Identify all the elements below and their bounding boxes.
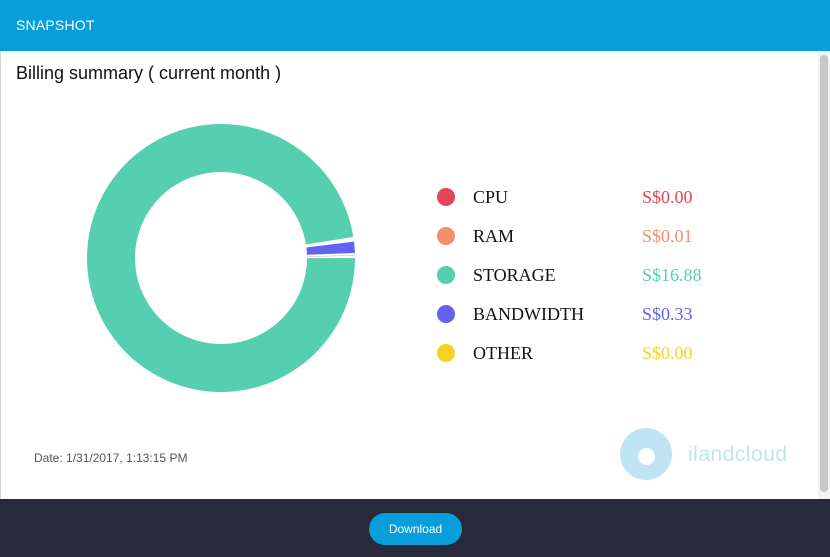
donut-slice-storage[interactable]	[86, 124, 355, 393]
scrollbar-thumb[interactable]	[820, 55, 828, 492]
legend-dot-other	[437, 344, 455, 362]
legend-dot-ram	[437, 227, 455, 245]
donut-slice-bandwidth[interactable]	[306, 241, 355, 255]
legend-item-cpu: CPU S$0.00	[0, 186, 693, 210]
legend-label-ram: RAM	[473, 226, 515, 246]
legend-item-other: OTHER S$0.00	[0, 342, 693, 366]
legend-dot-bandwidth	[437, 305, 455, 323]
legend-label-storage: STORAGE	[473, 265, 556, 285]
donut-slice-ram[interactable]	[306, 255, 355, 257]
header-title: SNAPSHOT	[16, 17, 95, 33]
legend-value-ram: S$0.01	[642, 226, 693, 246]
logo-circle-icon	[620, 428, 672, 480]
legend-value-other: S$0.00	[642, 343, 693, 363]
legend-value-storage: S$16.88	[642, 265, 702, 285]
legend-value-bandwidth: S$0.33	[642, 304, 693, 324]
legend-dot-storage	[437, 266, 455, 284]
iland-logo: ilandcloud	[620, 426, 800, 481]
logo-inner-dot	[638, 448, 655, 465]
snapshot-date: Date: 1/31/2017, 1:13:15 PM	[34, 451, 188, 465]
legend-item-storage: STORAGE S$16.88	[0, 264, 702, 288]
legend-label-other: OTHER	[473, 343, 533, 363]
legend-label-cpu: CPU	[473, 187, 509, 207]
page-title: Billing summary ( current month )	[16, 63, 282, 83]
logo-text: ilandcloud	[688, 443, 788, 466]
header-bar: SNAPSHOT	[0, 0, 830, 51]
download-button[interactable]: Download	[369, 513, 462, 545]
legend-value-cpu: S$0.00	[642, 187, 693, 207]
legend-item-bandwidth: BANDWIDTH S$0.33	[0, 303, 693, 327]
legend-label-bandwidth: BANDWIDTH	[473, 304, 584, 324]
legend-item-ram: RAM S$0.01	[0, 225, 693, 249]
footer-bar: Download	[0, 499, 830, 557]
legend-dot-cpu	[437, 188, 455, 206]
